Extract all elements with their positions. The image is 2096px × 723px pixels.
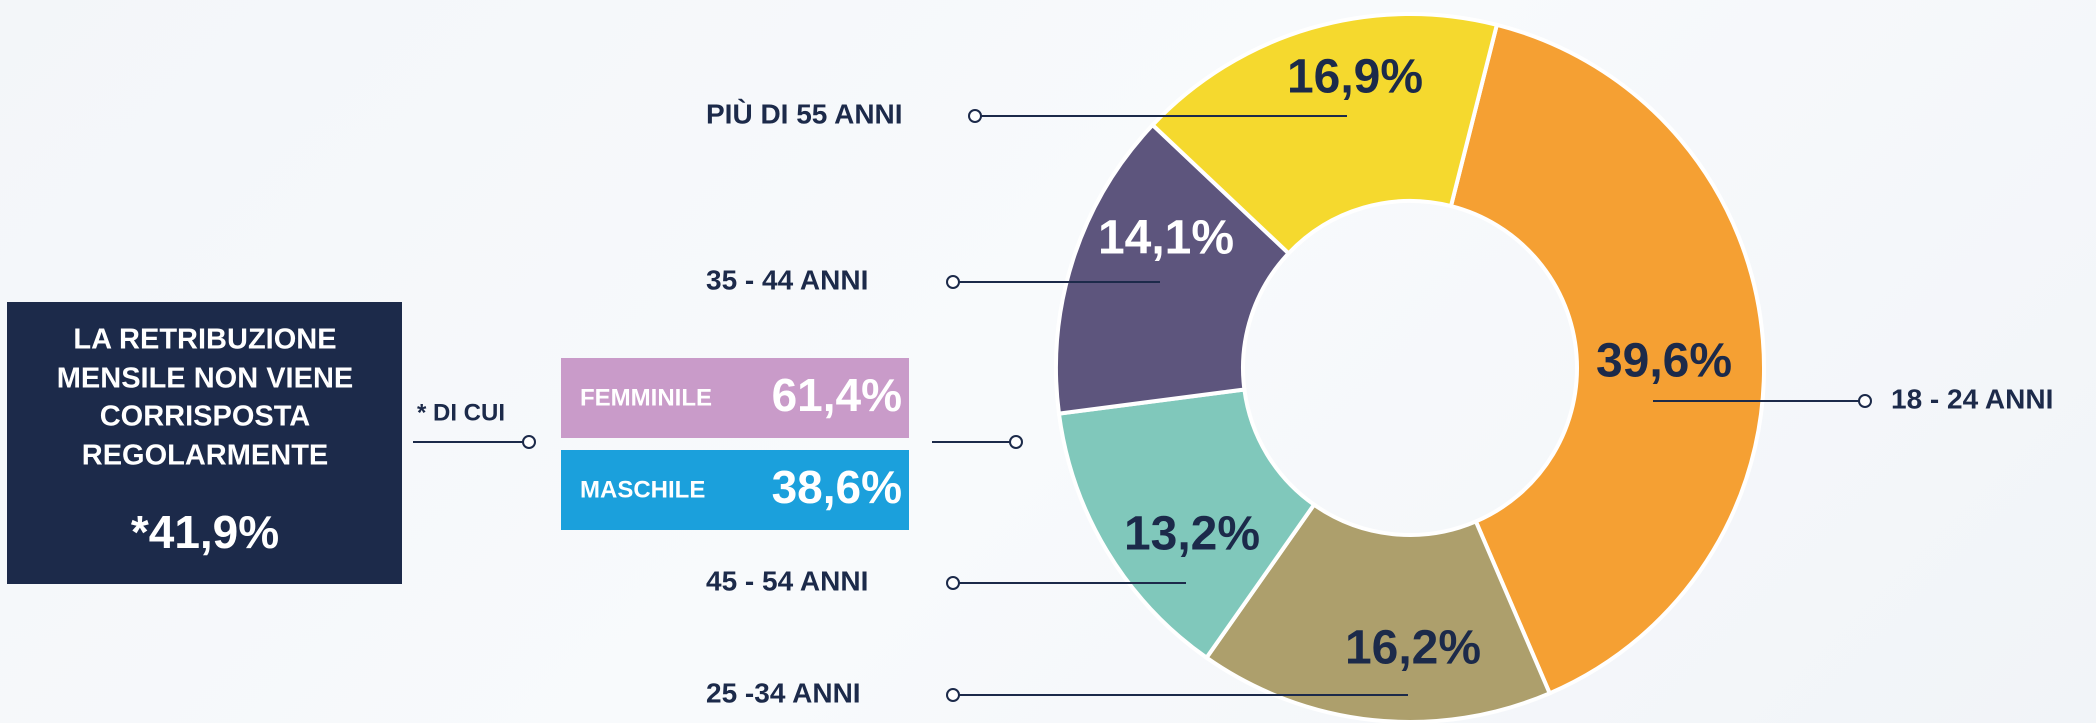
donut-slice: [1448, 22, 1766, 696]
value-label: 14,1%: [1098, 212, 1234, 265]
callout-title: REGOLARMENTE: [82, 440, 329, 472]
callout-title: MENSILE NON VIENE: [57, 363, 354, 395]
callout-title: LA RETRIBUZIONE: [73, 324, 336, 356]
donut-slice: [1203, 501, 1553, 723]
leader-dot: [946, 275, 960, 289]
connector-dot: [522, 435, 536, 449]
leader-dot: [968, 109, 982, 123]
callout-value: *41,9%: [131, 506, 279, 558]
donut-slice: [1054, 122, 1292, 416]
leader-dot: [946, 576, 960, 590]
breakdown-box: [561, 358, 909, 438]
breakdown-value: 61,4%: [772, 369, 902, 421]
callout-title: CORRISPOSTA: [100, 401, 311, 433]
value-label: 39,6%: [1596, 335, 1732, 388]
category-label: 25 -34 ANNI: [706, 677, 861, 708]
leader-dot: [946, 688, 960, 702]
breakdown-label: FEMMINILE: [580, 384, 712, 411]
value-label: 16,2%: [1345, 622, 1481, 675]
value-label: 13,2%: [1124, 508, 1260, 561]
category-label: 35 - 44 ANNI: [706, 264, 868, 295]
value-label: 16,9%: [1287, 51, 1423, 104]
category-label: 45 - 54 ANNI: [706, 565, 868, 596]
leader-dot: [1858, 394, 1872, 408]
connector-dot: [1009, 435, 1023, 449]
breakdown-note: * DI CUI: [417, 399, 505, 426]
category-label: 18 - 24 ANNI: [1891, 383, 2053, 414]
donut-slice: [1149, 12, 1500, 257]
donut-slice: [1056, 387, 1317, 661]
breakdown-label: MASCHILE: [580, 476, 705, 503]
breakdown-box: [561, 450, 909, 530]
callout-box: [7, 302, 402, 584]
category-label: PIÙ DI 55 ANNI: [706, 98, 903, 129]
breakdown-value: 38,6%: [772, 461, 902, 513]
